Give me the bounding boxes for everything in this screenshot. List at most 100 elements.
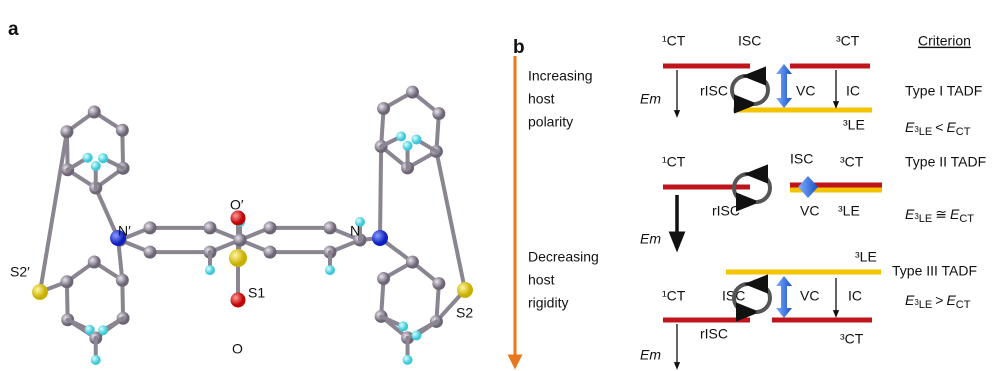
- vc-diamond: [798, 176, 818, 198]
- atom: [406, 256, 419, 269]
- trend-label: polarity: [528, 114, 573, 130]
- criterion-part: CT: [956, 299, 971, 311]
- singlet-label: ¹CT: [662, 154, 686, 170]
- molecule: a S2′ N′ O′ N S2 S1 O: [8, 19, 473, 365]
- isc-label: ISC: [790, 151, 813, 167]
- atom: [432, 107, 445, 120]
- atom-label: S2′: [10, 264, 30, 280]
- atom: [83, 153, 93, 163]
- atom: [88, 106, 101, 119]
- vc-label: VC: [800, 203, 819, 219]
- atom: [60, 275, 73, 288]
- trend-label: rigidity: [528, 295, 568, 311]
- bond: [380, 146, 381, 238]
- criterion-part: LE: [919, 213, 932, 225]
- atom: [372, 230, 388, 246]
- atom: [144, 221, 157, 234]
- atom: [204, 221, 217, 234]
- atom-label: O′: [230, 197, 244, 213]
- em-label: Em: [640, 91, 661, 107]
- type-label: Type III TADF: [892, 263, 977, 279]
- vc-arrow: [776, 64, 792, 108]
- criterion-part: >: [935, 292, 943, 308]
- atom: [116, 124, 129, 137]
- atom: [91, 355, 101, 365]
- figure: aS2′N′O′NS2S1O bIncreasinghostpolarityDe…: [0, 0, 1006, 371]
- atom: [229, 249, 247, 267]
- atom: [406, 86, 419, 99]
- triplet-ct-label: ³CT: [836, 33, 860, 49]
- atom: [411, 134, 421, 144]
- atom: [98, 153, 108, 163]
- risc-label: rISC: [712, 203, 740, 219]
- criterion-part: LE: [919, 126, 932, 138]
- atom-label: N′: [118, 223, 131, 239]
- energy-diagram: bIncreasinghostpolarityDecreasinghostrig…: [513, 33, 986, 366]
- risc-label: rISC: [700, 83, 728, 99]
- atom: [411, 330, 421, 340]
- atom: [377, 102, 390, 115]
- ic-label: IC: [848, 288, 862, 304]
- bond: [40, 132, 67, 292]
- atom: [324, 221, 337, 234]
- em-label: Em: [640, 231, 661, 247]
- atom: [403, 141, 413, 151]
- criterion: E3LE<ECT: [905, 119, 971, 138]
- risc-label: rISC: [700, 326, 728, 342]
- atom: [325, 265, 335, 275]
- trend-label: host: [528, 272, 555, 288]
- vc-label: VC: [800, 288, 819, 304]
- atom: [88, 256, 101, 269]
- triplet-le-label: ³LE: [843, 117, 865, 133]
- atom-label: S1: [248, 285, 265, 301]
- vc-arrow: [776, 276, 792, 318]
- criterion-part: LE: [919, 299, 932, 311]
- type-label: Type II TADF: [905, 154, 986, 170]
- atom-label: N: [350, 223, 360, 239]
- type-label: Type I TADF: [905, 83, 982, 99]
- criterion-part: <: [935, 119, 943, 135]
- atom: [205, 265, 215, 275]
- singlet-label: ¹CT: [662, 288, 686, 304]
- triplet-ct-label: ³CT: [840, 154, 864, 170]
- atom: [234, 234, 247, 247]
- atom: [432, 277, 445, 290]
- trend-label: host: [528, 91, 555, 107]
- singlet-label: ¹CT: [662, 33, 686, 49]
- cycle-arrow: [732, 76, 746, 104]
- bond: [96, 188, 118, 238]
- triplet-le-label: ³LE: [855, 249, 877, 265]
- em-label: Em: [640, 347, 661, 363]
- vc-label: VC: [796, 83, 815, 99]
- atom: [396, 131, 406, 141]
- trend-label: Increasing: [528, 68, 593, 84]
- atom: [231, 293, 246, 308]
- atom: [457, 282, 473, 298]
- atom: [264, 221, 277, 234]
- atom-label: S2: [456, 305, 473, 321]
- ic-label: IC: [846, 83, 860, 99]
- isc-label: ISC: [738, 33, 761, 49]
- atom: [91, 161, 101, 171]
- atom: [98, 325, 108, 335]
- atom: [144, 246, 157, 259]
- atom: [398, 321, 408, 331]
- cycle-arrow: [756, 284, 770, 312]
- atom: [231, 211, 246, 226]
- panel-label: b: [513, 37, 525, 58]
- atom-label: O: [232, 341, 243, 357]
- criterion: E3LE≅ECT: [905, 206, 974, 225]
- atom: [403, 355, 413, 365]
- criterion-part: CT: [956, 126, 971, 138]
- bond: [436, 151, 465, 290]
- panel-label: a: [8, 19, 19, 40]
- cycle-arrow: [754, 76, 768, 104]
- triplet-le-label: ³LE: [838, 203, 860, 219]
- atom: [60, 125, 73, 138]
- atom: [85, 325, 95, 335]
- criterion-part: ≅: [935, 206, 947, 222]
- criterion: E3LE>ECT: [905, 292, 971, 311]
- cycle-arrow: [756, 174, 770, 202]
- atom: [116, 274, 129, 287]
- criterion-part: CT: [959, 213, 974, 225]
